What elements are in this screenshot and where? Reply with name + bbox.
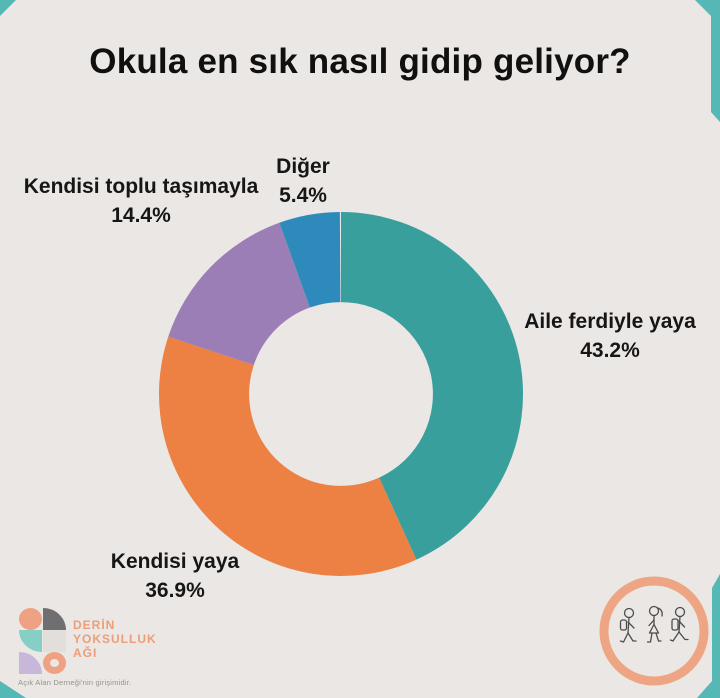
logo-shape-purple-quarter	[19, 652, 42, 674]
segment-label-pct: 5.4%	[279, 184, 327, 207]
donut-segment-3	[279, 212, 341, 308]
segment-label-kendisi-toplu-tasimayla: Kendisi toplu taşımayla 14.4%	[24, 172, 259, 230]
logo-shape-gray-square	[43, 630, 66, 652]
logo-mark-icon	[18, 608, 66, 674]
logo-shape-teal-quarter	[19, 630, 42, 652]
logo-line: AĞI	[73, 646, 98, 660]
segment-label-pct: 43.2%	[580, 339, 640, 362]
logo-tagline: Açık Alan Derneği'nin girişimidir.	[18, 678, 132, 687]
children-sketch	[619, 605, 689, 643]
badge-ring	[599, 576, 709, 686]
logo-line: DERİN	[73, 618, 116, 632]
logo-shape-gray-quarter	[43, 608, 66, 630]
walking-children-icon	[599, 576, 709, 686]
segment-label-pct: 36.9%	[145, 579, 205, 602]
segment-label-diger: Diğer 5.4%	[276, 152, 330, 210]
logo-shape-circle	[19, 608, 42, 630]
walking-children-badge	[598, 575, 710, 687]
page-title: Okula en sık nasıl gidip geliyor?	[89, 42, 631, 81]
segment-label-text: Kendisi toplu taşımayla	[23, 175, 259, 198]
donut-segment-1	[158, 336, 417, 577]
segment-label-text: Kendisi yaya	[110, 550, 240, 573]
logo-shape-ring	[43, 652, 66, 674]
donut-segment-2	[168, 222, 310, 366]
derin-yoksulluk-agi-logo: DERİN YOKSULLUK AĞI Açık Alan Derneği'ni…	[18, 608, 218, 688]
segment-label-text: Aile ferdiyle yaya	[524, 310, 696, 333]
segment-label-pct: 14.4%	[111, 204, 171, 227]
logo-line: YOKSULLUK	[73, 632, 157, 646]
segment-label-text: Diğer	[276, 155, 330, 178]
donut-segment-0	[341, 212, 524, 560]
logo-wordmark: DERİN YOKSULLUK AĞI	[73, 618, 157, 660]
segment-label-kendisi-yaya: Kendisi yaya 36.9%	[111, 547, 239, 605]
segment-label-aile-ferdiyle-yaya: Aile ferdiyle yaya 43.2%	[524, 307, 696, 365]
